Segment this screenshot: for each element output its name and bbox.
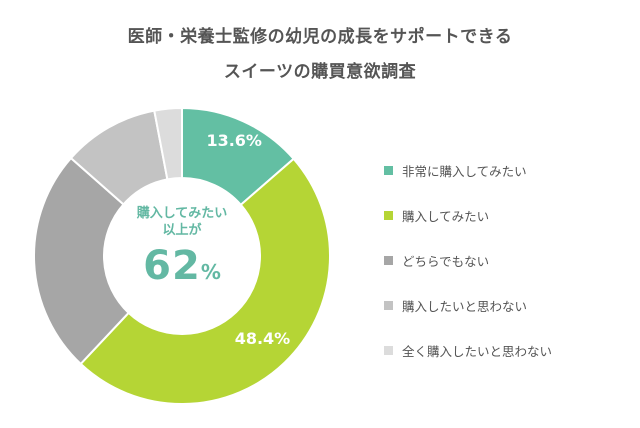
chart-title-line-1: 医師・栄養士監修の幼児の成長をサポートできる xyxy=(127,27,513,47)
chart-title: 医師・栄養士監修の幼児の成長をサポートできる スイーツの購買意欲調査 xyxy=(0,20,640,90)
legend-item-4: 購入したいと思わない xyxy=(384,283,634,328)
center-value-number: 62 xyxy=(143,243,201,289)
legend-item-1: 非常に購入してみたい xyxy=(384,148,634,193)
donut-center-label: 購入してみたい 以上が 62% xyxy=(120,205,244,295)
chart-legend: 非常に購入してみたい 購入してみたい どちらでもない購入したいと思わない全く購入した… xyxy=(384,148,634,373)
legend-swatch-4 xyxy=(384,301,393,310)
legend-swatch-3 xyxy=(384,256,393,265)
legend-label-4: 購入したいと思わない xyxy=(402,299,528,314)
center-value: 62% xyxy=(120,243,244,295)
center-label-line-2: 以上が xyxy=(162,223,202,238)
center-value-unit: % xyxy=(200,260,221,284)
legend-swatch-1 xyxy=(384,166,393,175)
pie-slice-3 xyxy=(33,156,131,366)
pie-slice-5 xyxy=(153,106,183,181)
legend-label-2: 購入してみたい xyxy=(402,209,490,224)
center-label-line-1: 購入してみたい xyxy=(136,206,228,221)
legend-label-5: 全く購入したいと思わない xyxy=(402,344,553,359)
pie-slice-2 xyxy=(79,157,331,405)
slice-data-label-1: 13.6% xyxy=(206,131,262,150)
legend-label-3: どちらでもない xyxy=(402,254,490,269)
legend-label-1: 非常に購入してみたい xyxy=(402,164,527,179)
legend-swatch-2 xyxy=(384,211,393,220)
legend-item-2: 購入してみたい xyxy=(384,193,634,238)
legend-item-3: どちらでもない xyxy=(384,238,634,283)
slice-data-label-2: 48.4% xyxy=(235,329,291,348)
legend-item-5: 全く購入したいと思わない xyxy=(384,328,634,373)
legend-swatch-5 xyxy=(384,346,393,355)
chart-title-line-2: スイーツの購買意欲調査 xyxy=(223,62,417,82)
